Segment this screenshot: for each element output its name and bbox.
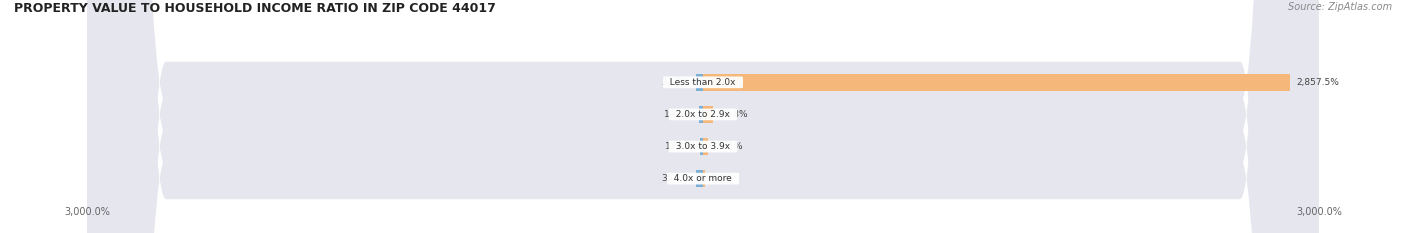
FancyBboxPatch shape — [87, 0, 1319, 233]
Text: 49.8%: 49.8% — [720, 110, 748, 119]
Text: Less than 2.0x: Less than 2.0x — [665, 78, 741, 87]
Text: 35.1%: 35.1% — [661, 174, 689, 183]
Text: Source: ZipAtlas.com: Source: ZipAtlas.com — [1288, 2, 1392, 12]
FancyBboxPatch shape — [87, 0, 1319, 233]
Bar — [696, 170, 703, 187]
Bar — [699, 106, 703, 123]
Text: 2.0x to 2.9x: 2.0x to 2.9x — [671, 110, 735, 119]
Bar — [703, 138, 709, 155]
FancyBboxPatch shape — [87, 0, 1319, 233]
Text: 32.5%: 32.5% — [662, 78, 690, 87]
Bar — [703, 170, 704, 187]
Text: 19.4%: 19.4% — [664, 110, 693, 119]
Text: 9.2%: 9.2% — [711, 174, 734, 183]
Text: 3.0x to 3.9x: 3.0x to 3.9x — [671, 142, 735, 151]
Bar — [696, 74, 703, 91]
Bar — [700, 138, 703, 155]
Bar — [703, 106, 713, 123]
Text: PROPERTY VALUE TO HOUSEHOLD INCOME RATIO IN ZIP CODE 44017: PROPERTY VALUE TO HOUSEHOLD INCOME RATIO… — [14, 2, 496, 15]
Text: 4.0x or more: 4.0x or more — [668, 174, 738, 183]
Bar — [703, 74, 1289, 91]
Text: 13.1%: 13.1% — [665, 142, 695, 151]
Text: 2,857.5%: 2,857.5% — [1296, 78, 1339, 87]
FancyBboxPatch shape — [87, 0, 1319, 233]
Text: 25.1%: 25.1% — [714, 142, 742, 151]
